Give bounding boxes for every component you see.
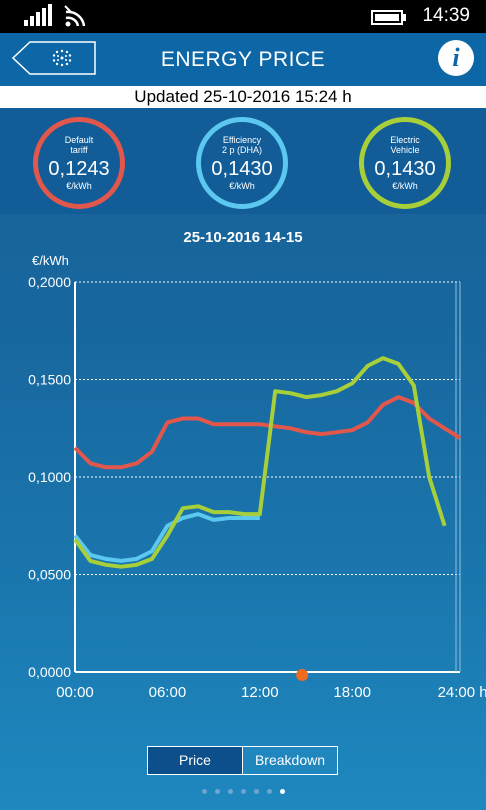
logo-icon: [52, 49, 72, 67]
x-tick-label: 18:00: [333, 684, 371, 701]
y-tick-label: 0,2000: [28, 274, 71, 290]
page-dot[interactable]: [279, 789, 285, 794]
tariff-efficiency[interactable]: Efficiency 2 p (DHA) 0,1430 €/kWh: [196, 117, 288, 209]
x-tick-label: 06:00: [149, 684, 187, 701]
page-indicator: [0, 789, 486, 794]
tariff-label: 2 p (DHA): [221, 145, 262, 155]
clock: 14:39: [422, 5, 470, 26]
tariff-value: 0,1430: [211, 158, 273, 180]
tariff-unit: €/kWh: [392, 181, 418, 191]
page-dot[interactable]: [266, 789, 272, 794]
page-dot[interactable]: [214, 789, 220, 794]
tariff-unit: €/kWh: [66, 181, 92, 191]
tariff-electric-vehicle[interactable]: Electric Vehicle 0,1430 €/kWh: [359, 117, 451, 209]
tariff-value: 0,1430: [374, 158, 436, 180]
series-line: [73, 356, 447, 569]
x-tick-label: 24:00 h: [438, 684, 486, 701]
page-title: ENERGY PRICE: [160, 48, 326, 71]
view-toggle: Price Breakdown: [147, 746, 338, 775]
current-time-marker: [296, 669, 309, 681]
price-chart: €/kWh 0,2000 0,1500 0,1000 0,0500 0,0000 00:00…: [28, 253, 486, 701]
y-tick-label: 0,1500: [28, 372, 71, 388]
tariff-summary: Default tariff 0,1243 €/kWh Efficiency 2 p…: [0, 108, 486, 214]
tariff-unit: €/kWh: [229, 181, 255, 191]
page-dot[interactable]: [240, 789, 246, 794]
y-tick-label: 0,0500: [28, 567, 71, 583]
status-bar: 14:39: [0, 0, 486, 33]
tariff-label: Vehicle: [390, 145, 420, 155]
tariff-label: Default: [64, 135, 94, 145]
tariff-label: tariff: [70, 145, 88, 155]
x-tick-label: 00:00: [56, 684, 94, 701]
tariff-default[interactable]: Default tariff 0,1243 €/kWh: [33, 117, 125, 209]
tariff-value: 0,1243: [48, 158, 110, 180]
tariff-label: Efficiency: [222, 135, 262, 145]
x-tick-label: 12:00: [241, 684, 279, 701]
info-icon[interactable]: i: [438, 40, 474, 76]
tab-price[interactable]: Price: [148, 747, 242, 774]
series-line: [73, 512, 260, 563]
page-dot[interactable]: [201, 789, 207, 794]
app-header: ENERGY PRICE i: [0, 33, 486, 86]
tariff-label: Electric: [390, 135, 420, 145]
chart-title: 25-10-2016 14-15: [183, 229, 303, 246]
tab-breakdown[interactable]: Breakdown: [242, 747, 337, 774]
wifi-icon: [64, 5, 86, 27]
page-dot[interactable]: [227, 789, 233, 794]
y-tick-label: 0,0000: [28, 664, 71, 680]
y-tick-label: 0,1000: [28, 469, 71, 485]
back-button[interactable]: [12, 41, 96, 75]
battery-icon: [371, 10, 406, 25]
y-axis-label: €/kWh: [32, 253, 69, 268]
signal-icon: [24, 4, 52, 26]
series-line: [73, 395, 462, 470]
page-dot[interactable]: [253, 789, 259, 794]
updated-timestamp: Updated 25-10-2016 15:24 h: [0, 86, 486, 108]
